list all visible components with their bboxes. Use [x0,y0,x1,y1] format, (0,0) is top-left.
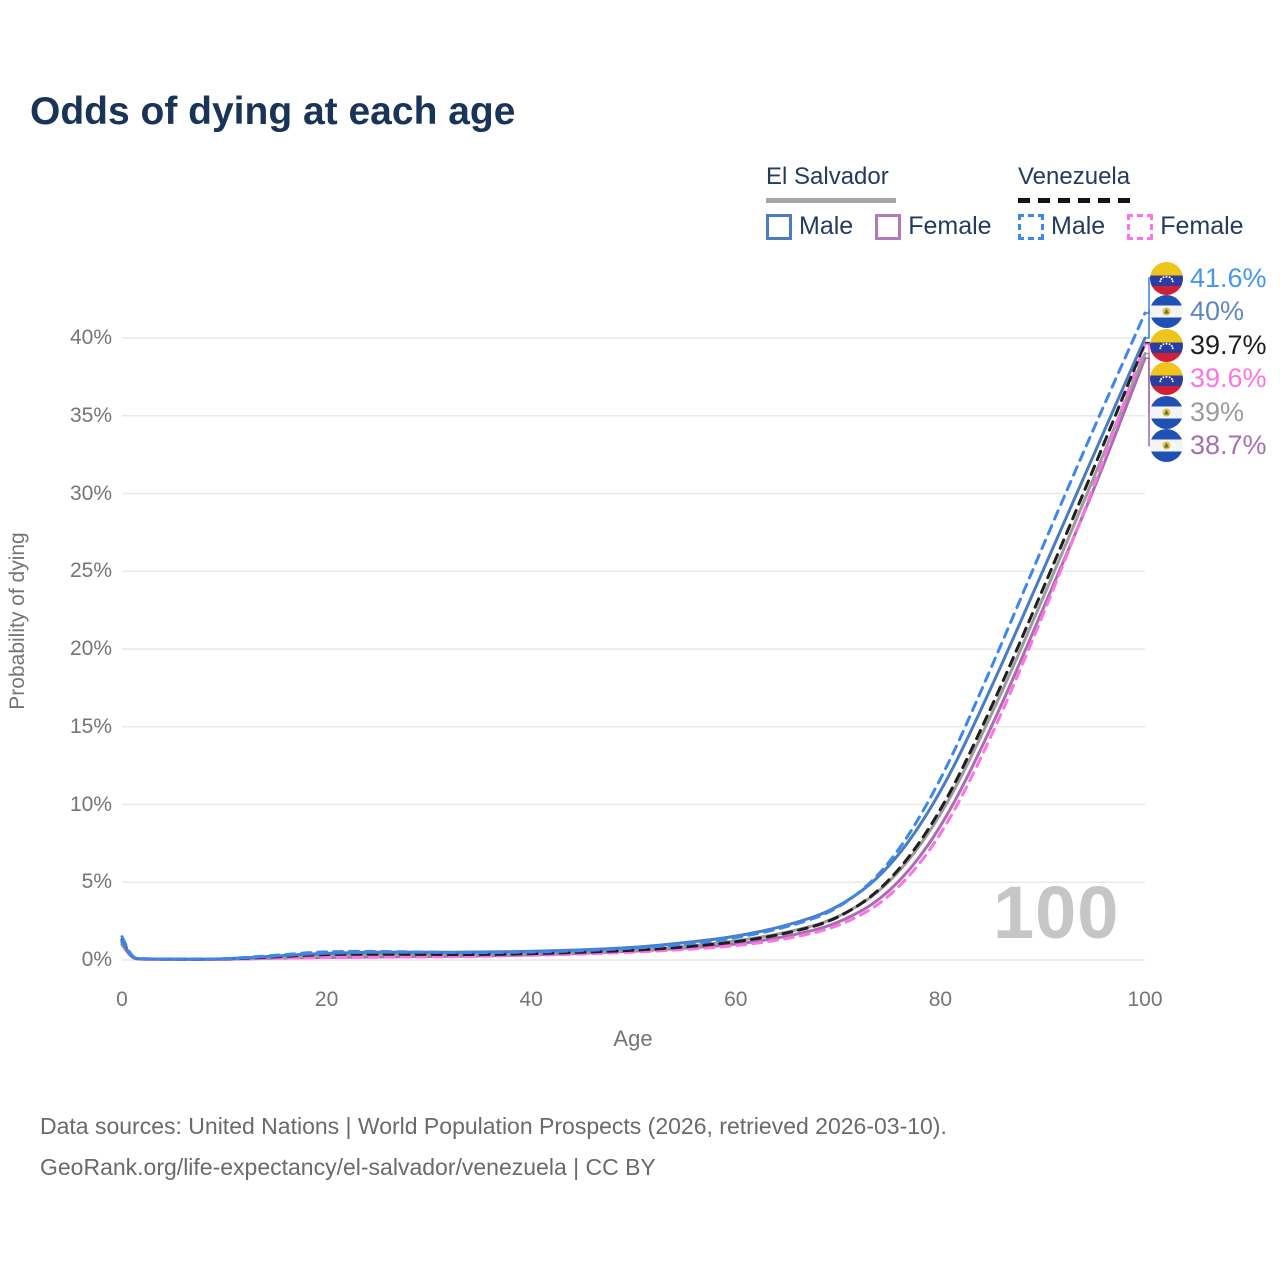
legend-item-venezuela-male[interactable]: Male [1018,212,1105,241]
el-salvador-flag [1150,395,1183,429]
series-line-el-salvador-female[interactable] [120,356,1147,961]
footer-data-sources: Data sources: United Nations | World Pop… [40,1113,947,1139]
y-axis-title: Probability of dying [6,532,29,710]
legend-item-el-salvador-female[interactable]: Female [875,212,992,241]
venezuela-flag-icon [1150,328,1183,362]
end-label-value: 41.6% [1190,262,1267,293]
end-label-value: 39.6% [1190,363,1267,393]
legend-swatch-solid [875,213,902,240]
end-label-el-salvador-both[interactable]: 39% [1150,395,1244,429]
legend-group-el-salvador: El Salvador Male Female [766,163,992,241]
end-label-value: 40% [1190,296,1245,326]
legend-items-el-salvador: Male Female [766,212,992,241]
legend-label: Female [1160,212,1244,240]
legend-item-el-salvador-male[interactable]: Male [766,212,853,241]
legend-group-venezuela: Venezuela Male Female [1018,163,1244,241]
y-tick-label: 20% [69,637,112,660]
y-tick-label: 25% [69,559,112,583]
end-label-venezuela-both[interactable]: 39.7% [1150,328,1267,362]
venezuela-flag [1150,362,1183,395]
hover-age-indicator: 100 [993,871,1120,954]
legend-underline-solid [766,198,896,203]
x-tick-label: 60 [724,988,748,1011]
series-line-venezuela-both[interactable] [120,341,1147,961]
el-salvador-flag [1150,295,1183,328]
y-tick-label: 5% [81,870,112,894]
legend-swatch-solid [766,213,792,240]
footer-attribution[interactable]: GeoRank.org/life-expectancy/el-salvador/… [40,1154,656,1180]
legend-label: Male [799,212,854,240]
el-salvador-flag-icon [1150,295,1183,328]
el-salvador-flag-icon [1150,429,1183,462]
legend-country-venezuela[interactable]: Venezuela [1018,163,1131,190]
legend-swatch-dashed [1018,213,1044,240]
x-tick-label: 0 [116,988,128,1011]
venezuela-flag [1150,328,1183,362]
x-axis-title: Age [613,1026,653,1051]
x-tick-label: 40 [519,988,543,1011]
legend-swatch-dashed [1127,213,1154,240]
venezuela-flag-icon [1150,362,1183,395]
series-line-venezuela-male[interactable] [120,311,1147,961]
chart-title: Odds of dying at each age [30,90,516,133]
legend-items-venezuela: Male Female [1018,212,1244,241]
legend-item-venezuela-female[interactable]: Female [1127,212,1244,241]
footer: Data sources: United Nations | World Pop… [40,1106,947,1188]
y-tick-label: 30% [69,481,112,505]
y-tick-label: 0% [81,948,112,971]
legend-underline-dashed [1018,198,1138,203]
legend-country-el-salvador[interactable]: El Salvador [766,163,889,190]
y-tick-label: 10% [69,792,112,816]
y-tick-label: 40% [69,326,112,349]
series-line-el-salvador-both[interactable] [120,352,1147,961]
el-salvador-flag [1150,429,1183,462]
end-label-value: 39% [1190,396,1245,427]
end-label-el-salvador-female[interactable]: 38.7% [1150,429,1267,463]
legend-label: Male [1051,212,1106,240]
end-label-value: 39.7% [1190,329,1267,360]
x-tick-label: 20 [314,988,339,1011]
end-label-value: 38.7% [1190,430,1267,460]
venezuela-flag [1150,261,1183,295]
y-tick-label: 35% [69,403,112,427]
legend-label: Female [908,212,992,240]
el-salvador-flag-icon [1150,395,1183,429]
y-tick-label: 15% [69,714,112,738]
gridlines [122,337,1145,961]
x-tick-label: 100 [1127,988,1163,1011]
venezuela-flag-icon [1150,261,1183,295]
end-label-venezuela-female[interactable]: 39.6% [1150,362,1267,396]
end-label-el-salvador-male[interactable]: 40% [1150,295,1244,329]
series-line-venezuela-female[interactable] [120,342,1147,961]
end-label-venezuela-male[interactable]: 41.6% [1150,261,1267,295]
x-tick-label: 80 [928,988,953,1011]
